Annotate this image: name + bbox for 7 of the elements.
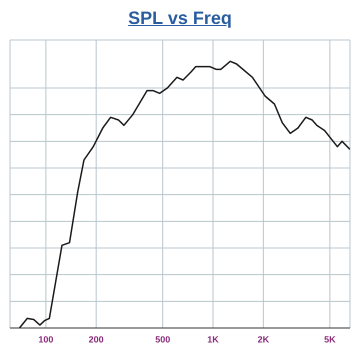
x-tick-label: 100 bbox=[38, 334, 54, 344]
x-tick-label: 2K bbox=[258, 334, 270, 344]
x-tick-label: 500 bbox=[155, 334, 170, 344]
x-tick-label: 5K bbox=[324, 334, 336, 344]
chart-title: SPL vs Freq bbox=[127, 8, 233, 30]
x-tick-label: 1K bbox=[207, 334, 220, 344]
x-tick-label: 200 bbox=[88, 334, 104, 344]
